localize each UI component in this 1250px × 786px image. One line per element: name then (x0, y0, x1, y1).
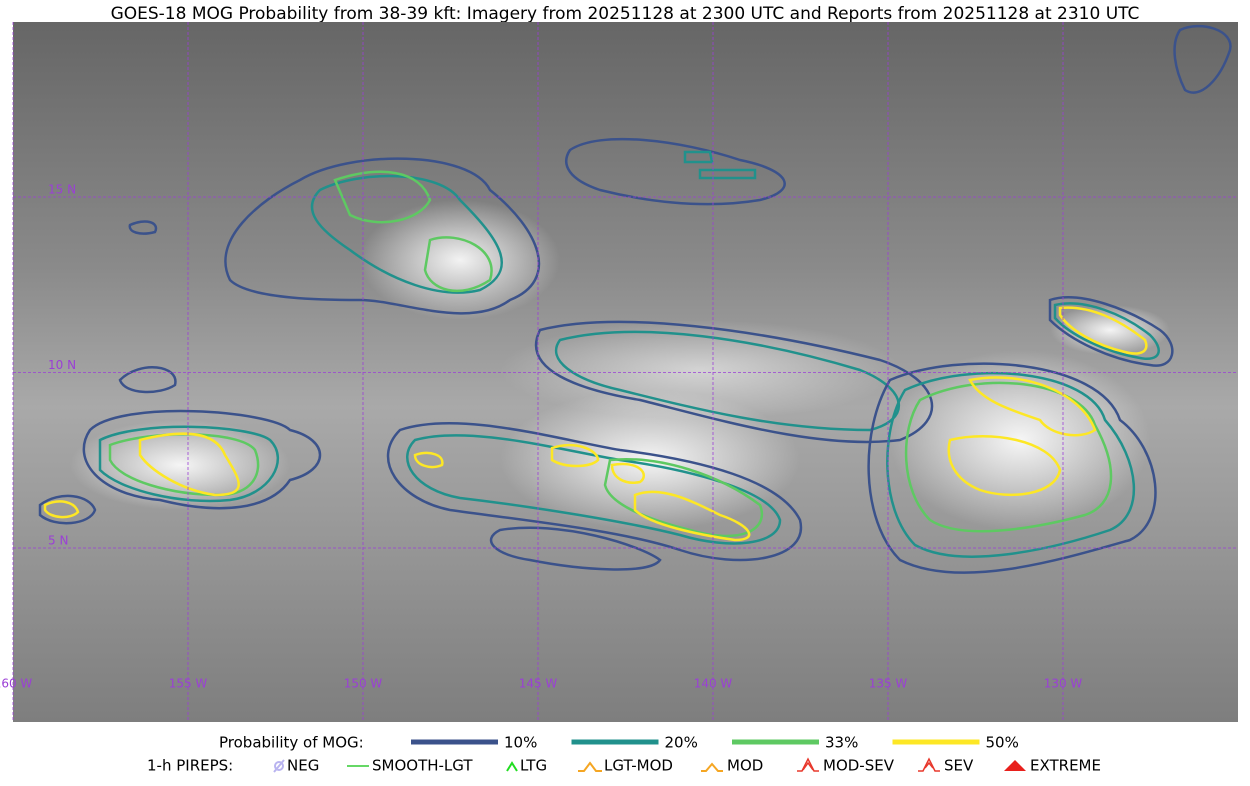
pirep-icon (273, 759, 285, 773)
legend-label: 33% (825, 734, 858, 752)
legend-label: LTG (520, 757, 547, 775)
lon-label: 130 W (1044, 677, 1083, 691)
title: GOES-18 MOG Probability from 38-39 kft: … (111, 4, 1140, 24)
pirep-icon (918, 757, 940, 772)
pirep-icon (506, 761, 518, 772)
legend-label: LGT-MOD (604, 757, 673, 775)
contours (38, 24, 1232, 574)
legend-title: Probability of MOG: (219, 734, 364, 752)
lat-label: 10 N (48, 358, 76, 372)
legend-label: MOD-SEV (823, 757, 895, 775)
legend-title: 1-h PIREPS: (147, 757, 233, 775)
legend-label: 50% (986, 734, 1019, 752)
legend-label: NEG (287, 757, 319, 775)
lon-label: 150 W (344, 677, 383, 691)
satellite-map: 160 W 155 W 150 W 145 W 140 W 135 W 130 W 15 N 1… (0, 22, 1238, 722)
lon-label: 140 W (694, 677, 733, 691)
legend-label: SEV (944, 757, 974, 775)
pirep-icon (578, 761, 602, 772)
pirep-icon (701, 762, 723, 772)
lon-label: 135 W (869, 677, 908, 691)
lon-label: 160 W (0, 677, 32, 691)
lon-label: 145 W (519, 677, 558, 691)
legend-label: EXTREME (1030, 757, 1101, 775)
lat-label: 15 N (48, 183, 76, 197)
pirep-icon (1004, 760, 1026, 771)
graticule: 160 W 155 W 150 W 145 W 140 W 135 W 130 W 15 N 1… (0, 22, 1238, 722)
legend-label: SMOOTH-LGT (372, 757, 473, 775)
legend-label: 10% (504, 734, 537, 752)
legend-label: 20% (665, 734, 698, 752)
legend-label: MOD (727, 757, 763, 775)
lon-label: 155 W (169, 677, 208, 691)
pirep-icon (797, 757, 819, 772)
legend: Probability of MOG: 10% 20% 33% 50% 1-h PIREP… (147, 734, 1101, 775)
lat-label: 5 N (48, 534, 68, 548)
